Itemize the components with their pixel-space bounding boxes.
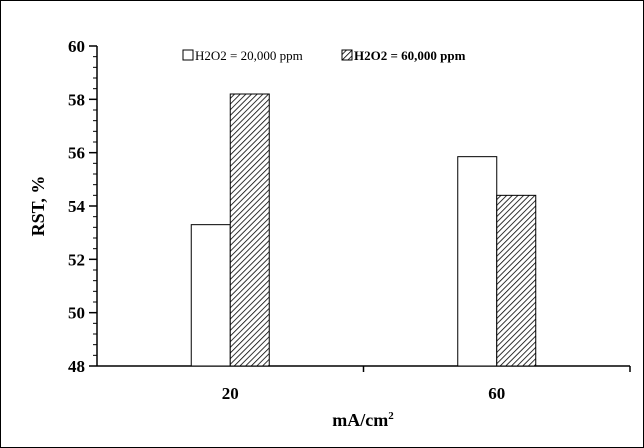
legend-swatch-series-2 bbox=[341, 49, 353, 61]
x-axis-title-base: mA/cm bbox=[332, 410, 388, 430]
y-axis-tick-labels: 48 50 52 54 56 58 60 bbox=[68, 37, 86, 376]
legend-label-series-1: H2O2 = 20,000 ppm bbox=[195, 48, 303, 63]
y-tick-label: 48 bbox=[68, 357, 85, 376]
legend-label-series-2: H2O2 = 60,000 ppm bbox=[354, 48, 466, 63]
y-tick-label: 58 bbox=[68, 90, 85, 109]
x-tick-label: 60 bbox=[488, 384, 505, 403]
x-axis-tick-labels: 20 60 bbox=[222, 384, 506, 403]
y-axis-ticks bbox=[89, 45, 97, 367]
y-tick-label: 56 bbox=[68, 144, 85, 163]
bar-series-2-cat-60 bbox=[496, 194, 537, 367]
legend-swatch-series-1 bbox=[182, 49, 194, 61]
bar-series-1-cat-20 bbox=[190, 224, 231, 367]
y-tick-label: 50 bbox=[68, 304, 85, 323]
legend: H2O2 = 20,000 ppm H2O2 = 60,000 ppm bbox=[182, 48, 466, 63]
bars bbox=[190, 93, 537, 367]
bar-series-1-cat-60 bbox=[457, 156, 498, 367]
y-axis-title: RST, % bbox=[28, 176, 48, 237]
bar-series-2-cat-20 bbox=[229, 93, 270, 367]
x-axis-title: mA/cm2 bbox=[332, 410, 394, 430]
y-tick-label: 60 bbox=[68, 37, 85, 56]
x-axis-title-superscript: 2 bbox=[388, 410, 394, 422]
x-tick-label: 20 bbox=[222, 384, 239, 403]
x-axis-ticks bbox=[362, 366, 631, 372]
y-tick-label: 54 bbox=[68, 197, 86, 216]
y-tick-label: 52 bbox=[68, 250, 85, 269]
